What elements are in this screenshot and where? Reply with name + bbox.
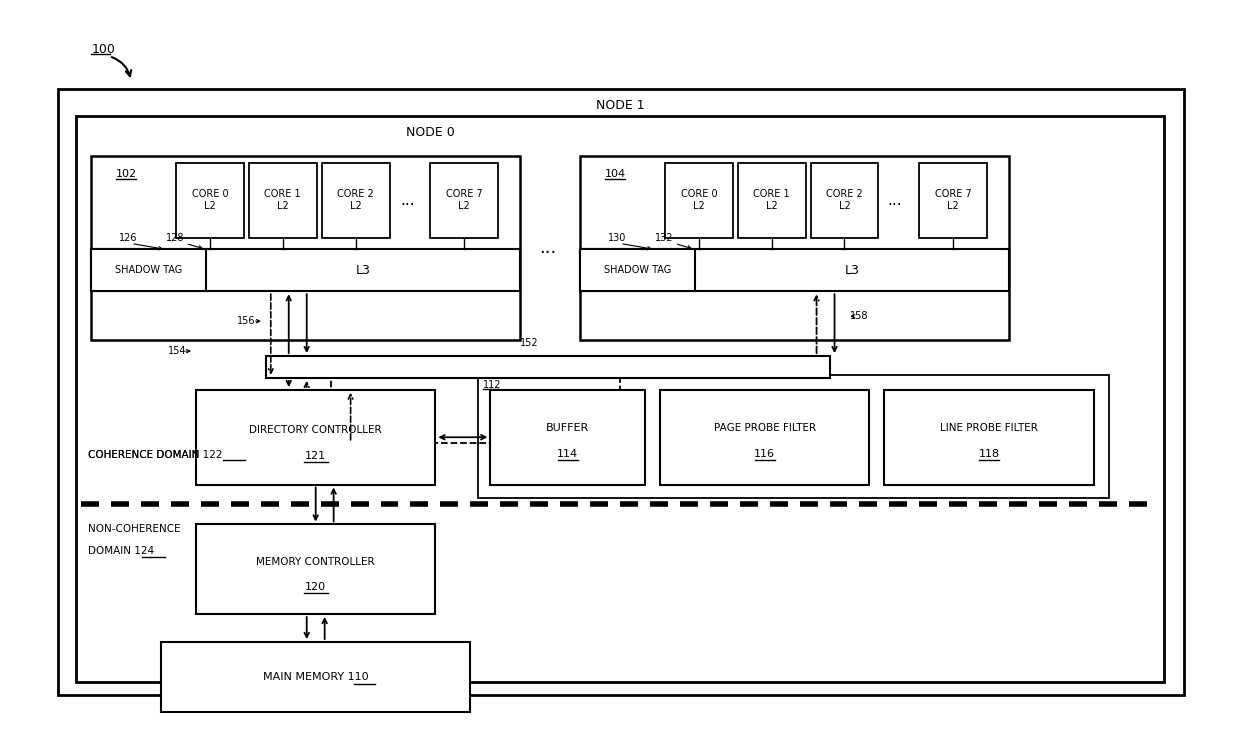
Bar [811,163,878,238]
Text: CORE 2
L2: CORE 2 L2 [337,190,374,211]
Text: NON-COHERENCE: NON-COHERENCE [88,525,181,534]
Text: CORE 2
L2: CORE 2 L2 [826,190,863,211]
Text: 130: 130 [608,233,626,244]
Text: ...: ... [887,193,901,207]
Text: CORE 0
L2: CORE 0 L2 [681,190,717,211]
Bar [58,89,1184,695]
Text: 118: 118 [978,449,999,459]
Text: 158: 158 [849,311,868,321]
Text: 154: 154 [167,346,186,356]
Bar [884,390,1094,485]
Text: SHADOW TAG: SHADOW TAG [115,265,182,276]
Text: DIRECTORY CONTROLLER: DIRECTORY CONTROLLER [249,425,382,435]
Text: ...: ... [539,239,557,257]
Text: PAGE PROBE FILTER: PAGE PROBE FILTER [713,423,816,433]
Bar [660,390,869,485]
Text: SHADOW TAG: SHADOW TAG [604,265,671,276]
Text: 116: 116 [754,449,775,459]
Bar [331,378,620,442]
Bar [580,156,1009,340]
Text: 102: 102 [117,169,138,179]
Bar [665,163,733,238]
Text: 104: 104 [605,169,626,179]
Text: NODE 1: NODE 1 [595,99,645,113]
Bar [76,116,1164,682]
Bar [161,642,470,711]
Text: 126: 126 [119,233,138,244]
Text: L3: L3 [356,264,371,277]
Bar [430,163,498,238]
Bar [580,250,1009,291]
Text: 114: 114 [557,449,578,459]
Bar [919,163,987,238]
Text: CORE 0
L2: CORE 0 L2 [192,190,228,211]
Text: 112: 112 [484,380,502,390]
Text: CORE 1
L2: CORE 1 L2 [264,190,301,211]
Bar [490,390,645,485]
Text: 128: 128 [166,233,185,244]
Text: MEMORY CONTROLLER: MEMORY CONTROLLER [257,557,374,567]
Bar [92,250,521,291]
Bar [92,156,521,340]
Text: MAIN MEMORY 110: MAIN MEMORY 110 [263,672,368,682]
Bar [321,163,389,238]
Text: 132: 132 [655,233,673,244]
Bar [92,250,206,291]
Text: L3: L3 [844,264,859,277]
Text: CORE 1
L2: CORE 1 L2 [754,190,790,211]
Text: COHERENCE DOMAIN: COHERENCE DOMAIN [88,450,206,459]
FancyArrowPatch shape [112,57,131,76]
Bar [196,525,435,614]
Text: NODE 0: NODE 0 [405,127,455,139]
Text: 121: 121 [305,451,326,461]
Bar [176,163,244,238]
Bar [249,163,316,238]
Text: DOMAIN 124: DOMAIN 124 [88,546,154,556]
Text: LINE PROBE FILTER: LINE PROBE FILTER [940,423,1038,433]
Text: ...: ... [401,193,415,207]
Text: 100: 100 [92,43,115,56]
Text: 120: 120 [305,582,326,592]
Bar [580,250,694,291]
Text: 156: 156 [237,316,255,326]
Bar [479,375,1109,497]
Bar [738,163,806,238]
Bar [196,390,435,485]
Bar [265,356,830,378]
Text: COHERENCE DOMAIN 122: COHERENCE DOMAIN 122 [88,450,223,459]
Text: CORE 7
L2: CORE 7 L2 [446,190,482,211]
Text: 152: 152 [520,338,538,348]
Text: CORE 7
L2: CORE 7 L2 [935,190,972,211]
Text: BUFFER: BUFFER [546,423,589,433]
